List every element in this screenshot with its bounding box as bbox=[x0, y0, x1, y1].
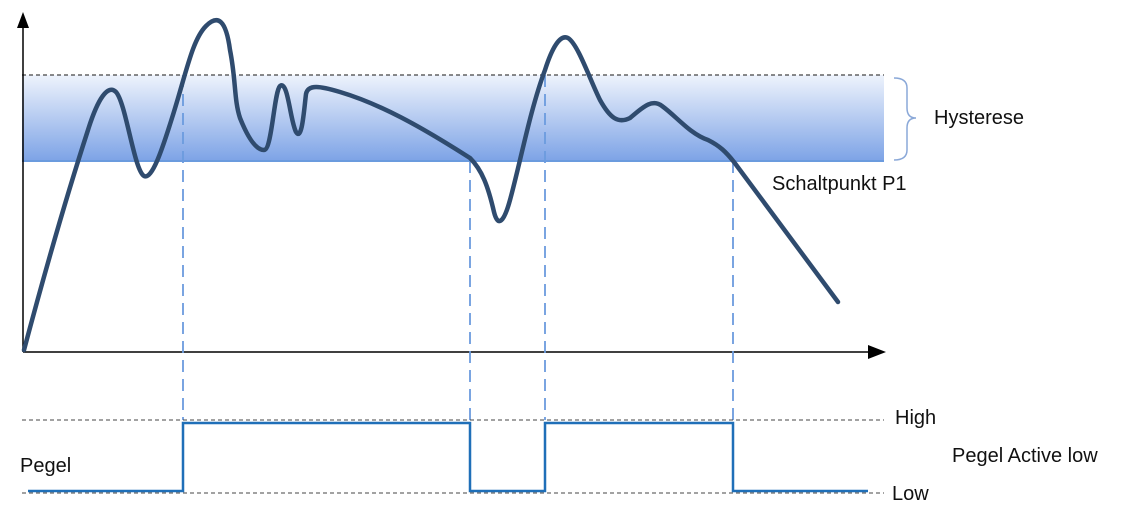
output-level-signal bbox=[28, 421, 868, 493]
switch-point-label: Schaltpunkt P1 bbox=[772, 173, 907, 195]
low-level-label: Low bbox=[892, 483, 929, 505]
high-level-label: High bbox=[895, 407, 937, 429]
switch-guides bbox=[182, 75, 734, 420]
level-mode-label: Pegel Active low bbox=[952, 445, 1098, 467]
y-axis-arrow bbox=[17, 12, 29, 28]
hysteresis-bracket bbox=[893, 77, 917, 161]
x-axis-arrow bbox=[868, 345, 886, 359]
hysteresis-label: Hysterese bbox=[934, 107, 1025, 129]
signal-curve bbox=[21, 18, 841, 353]
level-label: Pegel bbox=[20, 455, 72, 477]
